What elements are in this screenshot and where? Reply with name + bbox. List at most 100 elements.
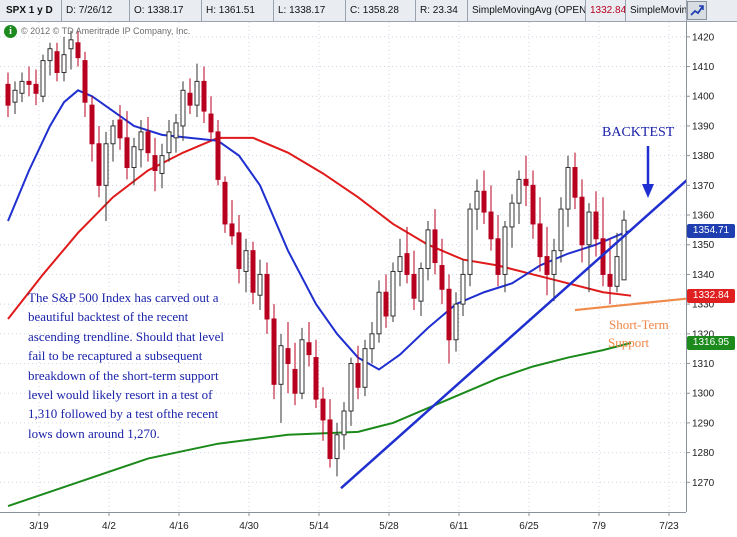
candle-body: [313, 357, 319, 400]
candle-body: [495, 238, 501, 275]
x-tick-label: 6/25: [519, 521, 539, 532]
candle: [579, 179, 585, 263]
candle-body: [509, 202, 515, 228]
candle-body: [292, 368, 298, 394]
candle-body: [138, 131, 144, 151]
info-icon[interactable]: i: [4, 25, 17, 38]
candle-body: [537, 223, 543, 258]
series-line: [7, 341, 632, 508]
candle-body: [75, 42, 81, 59]
candle-body: [131, 146, 137, 169]
candle: [215, 120, 221, 186]
y-tick-label: 1350: [692, 240, 715, 251]
y-tick-label: 1310: [692, 359, 715, 370]
candle-body: [110, 125, 116, 145]
candle: [292, 342, 298, 406]
candle: [180, 81, 186, 141]
y-tick-label: 1410: [692, 62, 715, 73]
candle: [250, 241, 256, 305]
candle: [166, 120, 172, 162]
candle: [481, 170, 487, 224]
open-value: O: 1338.17: [130, 0, 202, 21]
candle-body: [432, 229, 438, 264]
candle: [68, 30, 74, 70]
x-tick-label: 4/2: [102, 521, 116, 532]
close-value: C: 1358.28: [346, 0, 416, 21]
y-tick-label: 1330: [692, 300, 715, 311]
candle-body: [278, 345, 284, 385]
settings-button[interactable]: [687, 1, 707, 20]
y-tick-label: 1360: [692, 211, 715, 222]
candle-body: [516, 178, 522, 204]
candle: [327, 399, 333, 468]
candle: [271, 304, 277, 400]
candle: [572, 152, 578, 210]
study-sma-label[interactable]: SimpleMovingAvg (OPEN, 50, 0): [468, 0, 586, 21]
candle-body: [523, 178, 529, 186]
candle: [334, 422, 340, 477]
y-tick-label: 1290: [692, 418, 715, 429]
candle: [544, 226, 550, 296]
candle: [495, 215, 501, 287]
candle: [551, 238, 557, 302]
candle: [411, 250, 417, 311]
candle: [404, 226, 410, 284]
candle-body: [96, 143, 102, 186]
series-line: [7, 136, 632, 320]
candle: [376, 280, 382, 343]
candle: [278, 333, 284, 423]
candle: [488, 185, 494, 251]
candle: [12, 81, 18, 115]
candle: [208, 96, 214, 141]
candle: [537, 197, 543, 272]
y-tick-label: 1400: [692, 92, 715, 103]
symbol-label[interactable]: SPX 1 y D: [0, 0, 62, 21]
candle: [82, 51, 88, 118]
candle-body: [173, 122, 179, 139]
candle: [61, 36, 67, 82]
candle-body: [320, 398, 326, 421]
candle: [516, 170, 522, 224]
candle-body: [418, 267, 424, 302]
candle-body: [47, 48, 53, 62]
candle: [369, 321, 375, 364]
candle-body: [586, 211, 592, 246]
candle: [103, 131, 109, 221]
candle-body: [348, 363, 354, 412]
candle-body: [439, 265, 445, 290]
candle-body: [425, 229, 431, 269]
candle: [348, 357, 354, 426]
short-term-support-line: [574, 297, 692, 312]
candle: [229, 200, 235, 245]
candle: [131, 137, 137, 186]
candle-body: [159, 155, 165, 174]
candle-body: [187, 92, 193, 106]
study-second-label[interactable]: SimpleMovin...: [626, 0, 687, 21]
annotation-line: beautiful backtest of the recent: [28, 309, 189, 325]
candle-body: [299, 339, 305, 394]
annotation-line: ascending trendline. Should that level: [28, 328, 225, 344]
candle-body: [558, 208, 564, 252]
candle: [460, 259, 466, 316]
candle: [47, 42, 53, 76]
candle-body: [502, 226, 508, 275]
candle: [138, 120, 144, 168]
candle-body: [271, 318, 277, 385]
candle-body: [551, 250, 557, 275]
candle: [124, 111, 130, 180]
x-tick-label: 7/9: [592, 521, 606, 532]
low-value: L: 1338.17: [274, 0, 346, 21]
candle-body: [530, 184, 536, 225]
candle: [299, 327, 305, 400]
candle-body: [201, 80, 207, 112]
candle-body: [54, 51, 60, 73]
candle: [509, 194, 515, 248]
candle-body: [5, 83, 11, 106]
candle: [383, 274, 389, 328]
candle-body: [26, 80, 32, 85]
candle-body: [208, 113, 214, 133]
candle: [222, 176, 228, 233]
backtest-callout: BACKTEST: [602, 125, 675, 140]
